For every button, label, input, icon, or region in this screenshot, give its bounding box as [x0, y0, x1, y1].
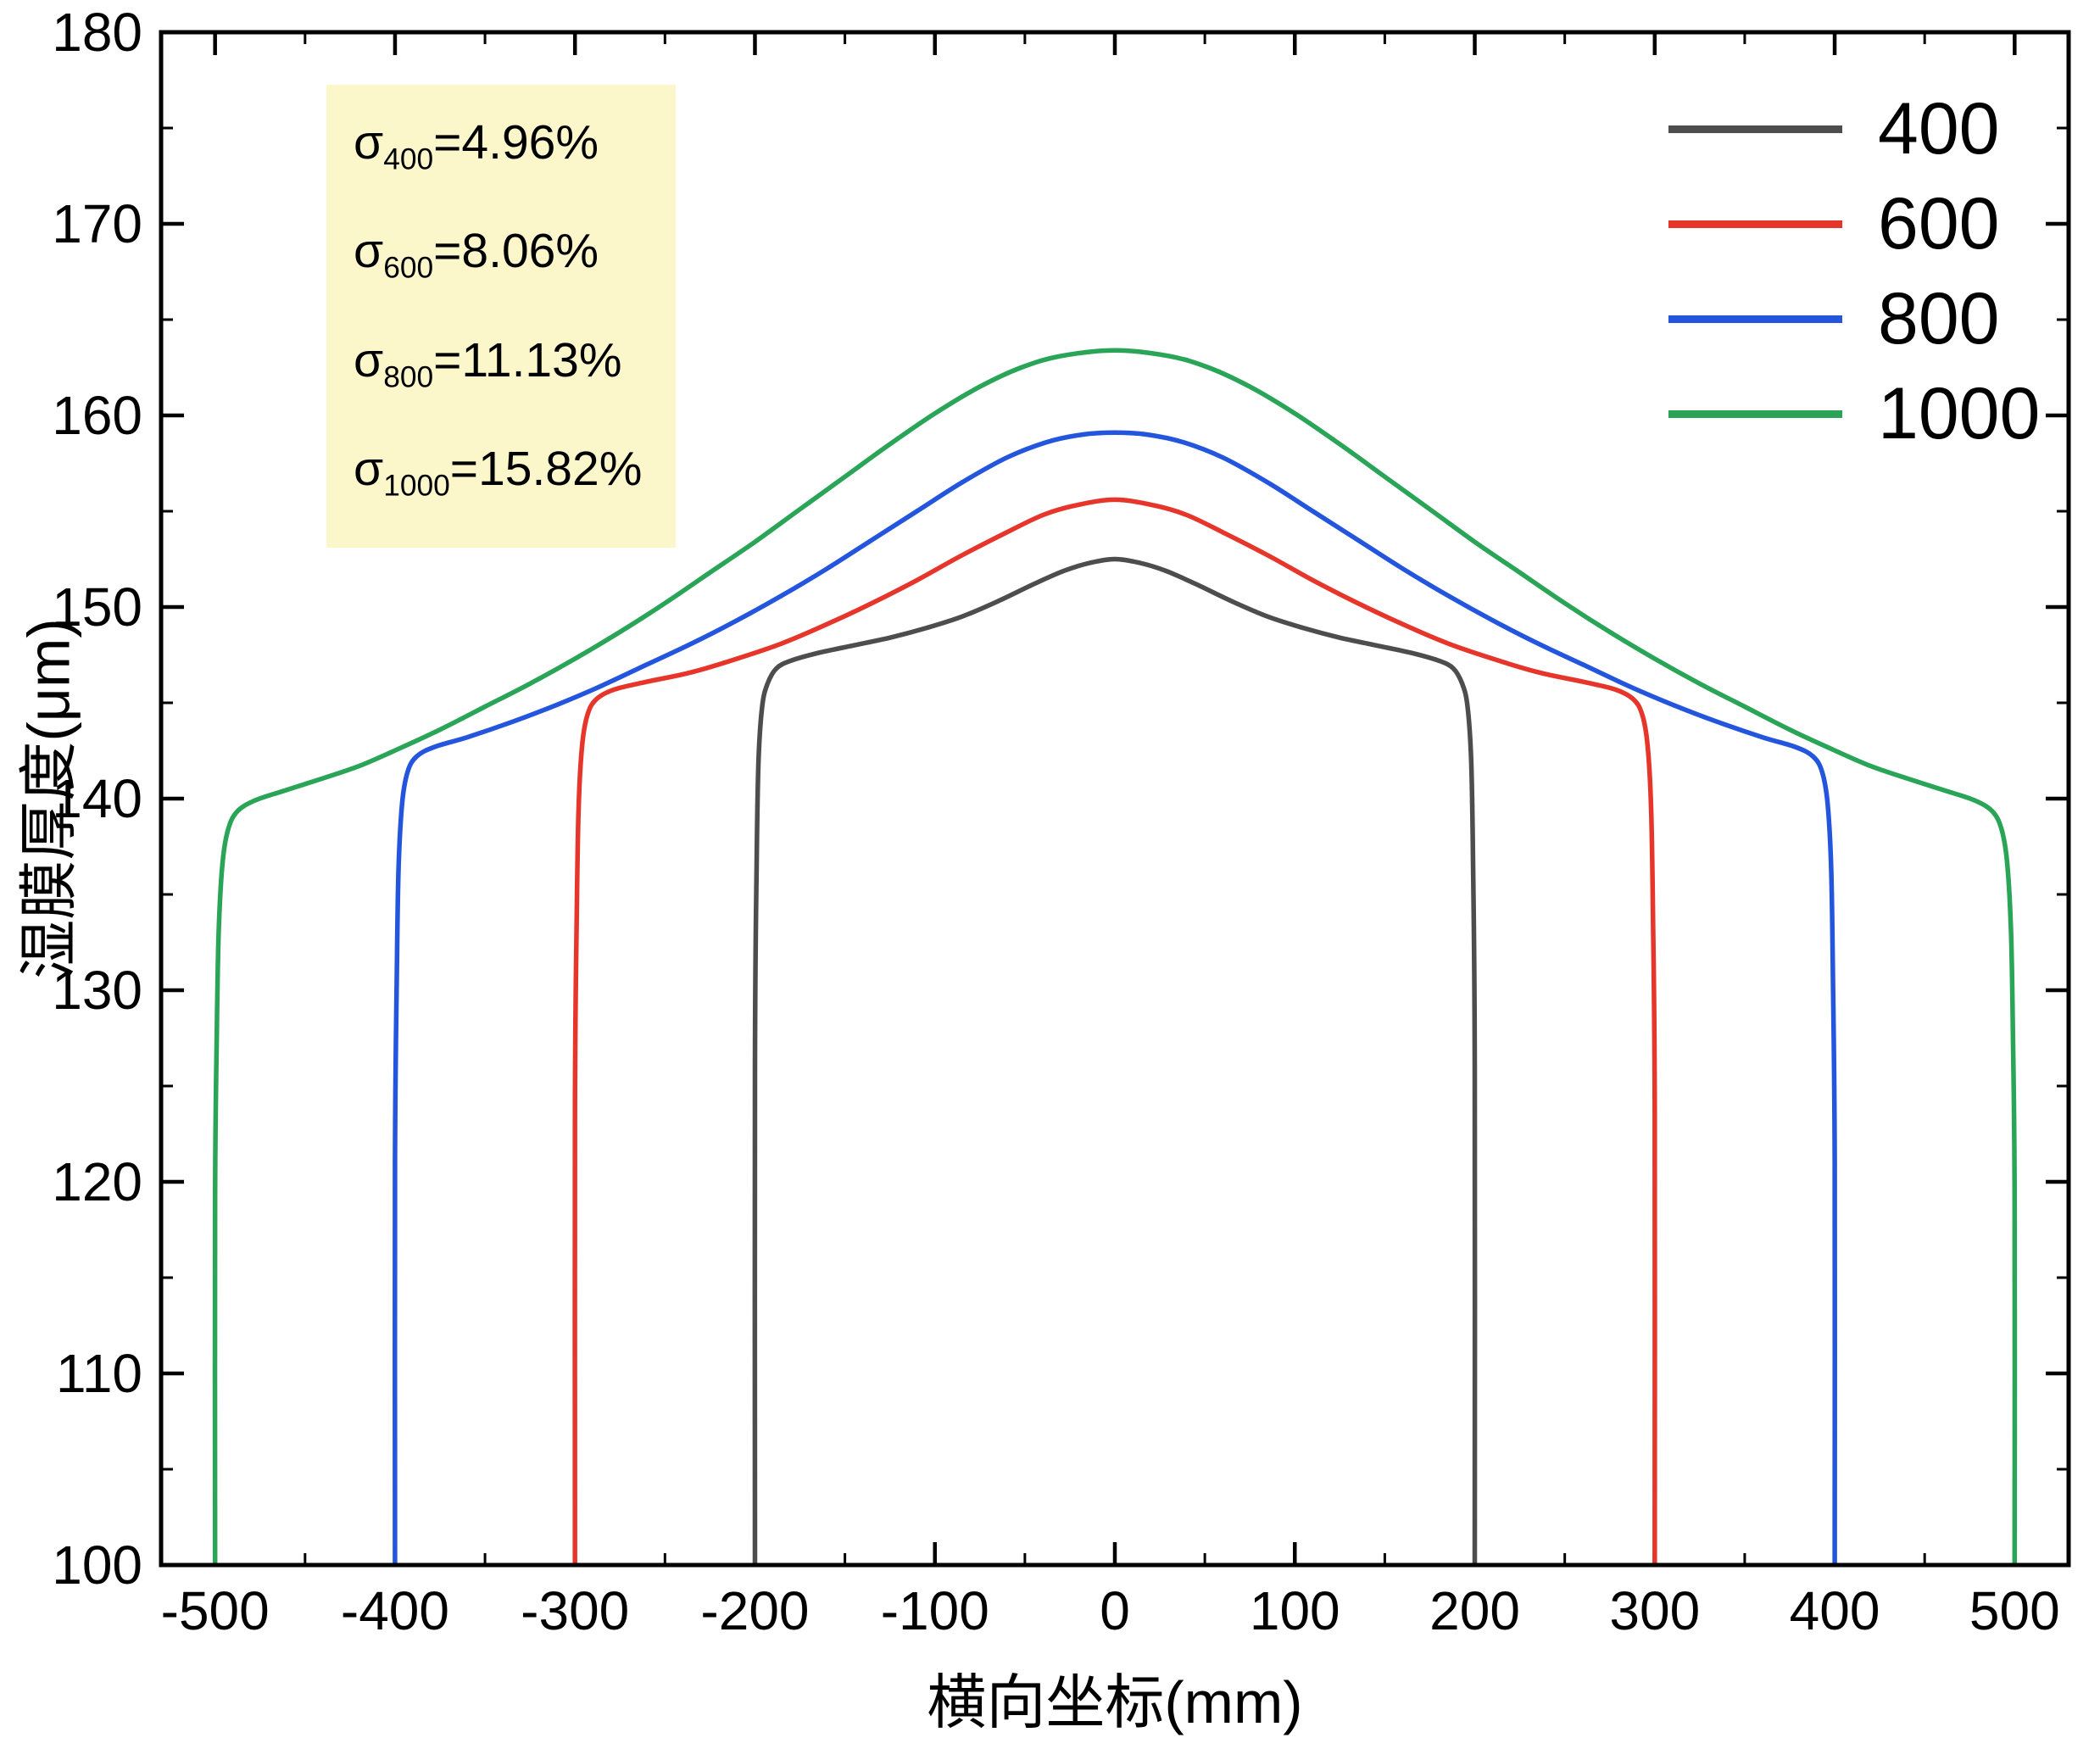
legend-line-swatch	[1668, 220, 1842, 228]
legend-label: 800	[1878, 278, 2000, 359]
legend-item-400: 400	[1668, 81, 2040, 176]
plot-border	[159, 30, 2071, 1568]
legend-label: 600	[1878, 183, 2000, 265]
series-line-1000	[212, 348, 2018, 1566]
y-tick-label: 150	[52, 577, 142, 638]
series-line-800	[393, 430, 1837, 1566]
legend-line-swatch	[1668, 409, 1842, 418]
x-tick-label: -200	[700, 1580, 809, 1641]
sigma-annotation-box: σ400=4.96% σ600=8.06% σ800=11.13% σ1000=15.…	[326, 85, 677, 548]
x-axis-title: 横向坐标(mm)	[927, 1669, 1303, 1735]
x-tick-label: -100	[881, 1580, 989, 1641]
sigma-annotation-1000: σ1000=15.82%	[354, 442, 643, 503]
y-tick-label: 160	[52, 385, 142, 446]
y-tick-label: 120	[52, 1151, 142, 1212]
sigma-annotation-800: σ800=11.13%	[354, 332, 622, 394]
x-tick-label: 500	[1969, 1580, 2060, 1641]
x-tick-label: -500	[161, 1580, 270, 1641]
legend-item-800: 800	[1668, 271, 2040, 366]
sigma-annotation-400: σ400=4.96%	[354, 115, 599, 176]
y-tick-label: 170	[52, 193, 142, 254]
legend: 400 600 800 1000	[1668, 81, 2040, 461]
x-tick-label: 400	[1790, 1580, 1880, 1641]
legend-line-swatch	[1668, 315, 1842, 323]
series-line-600	[572, 497, 1657, 1566]
legend-item-600: 600	[1668, 176, 2040, 271]
x-tick-label: 300	[1609, 1580, 1700, 1641]
x-tick-label: -300	[521, 1580, 629, 1641]
y-tick-label: 130	[52, 960, 142, 1021]
x-tick-label: 100	[1250, 1580, 1340, 1641]
y-tick-label: 110	[56, 1343, 142, 1404]
x-tick-label: 200	[1429, 1580, 1520, 1641]
y-tick-label: 140	[52, 768, 142, 829]
y-axis-title: 湿膜厚度(μm)	[15, 618, 82, 979]
y-tick-label: 180	[52, 2, 142, 63]
y-tick-label: 100	[52, 1535, 142, 1596]
sigma-annotation-600: σ600=8.06%	[354, 224, 599, 285]
legend-label: 400	[1878, 88, 2000, 170]
legend-item-1000: 1000	[1668, 366, 2040, 461]
x-tick-label: -400	[341, 1580, 449, 1641]
series-line-400	[752, 556, 1478, 1566]
x-tick-label: 0	[1100, 1580, 1130, 1641]
legend-label: 1000	[1878, 373, 2041, 454]
legend-line-swatch	[1668, 125, 1842, 133]
